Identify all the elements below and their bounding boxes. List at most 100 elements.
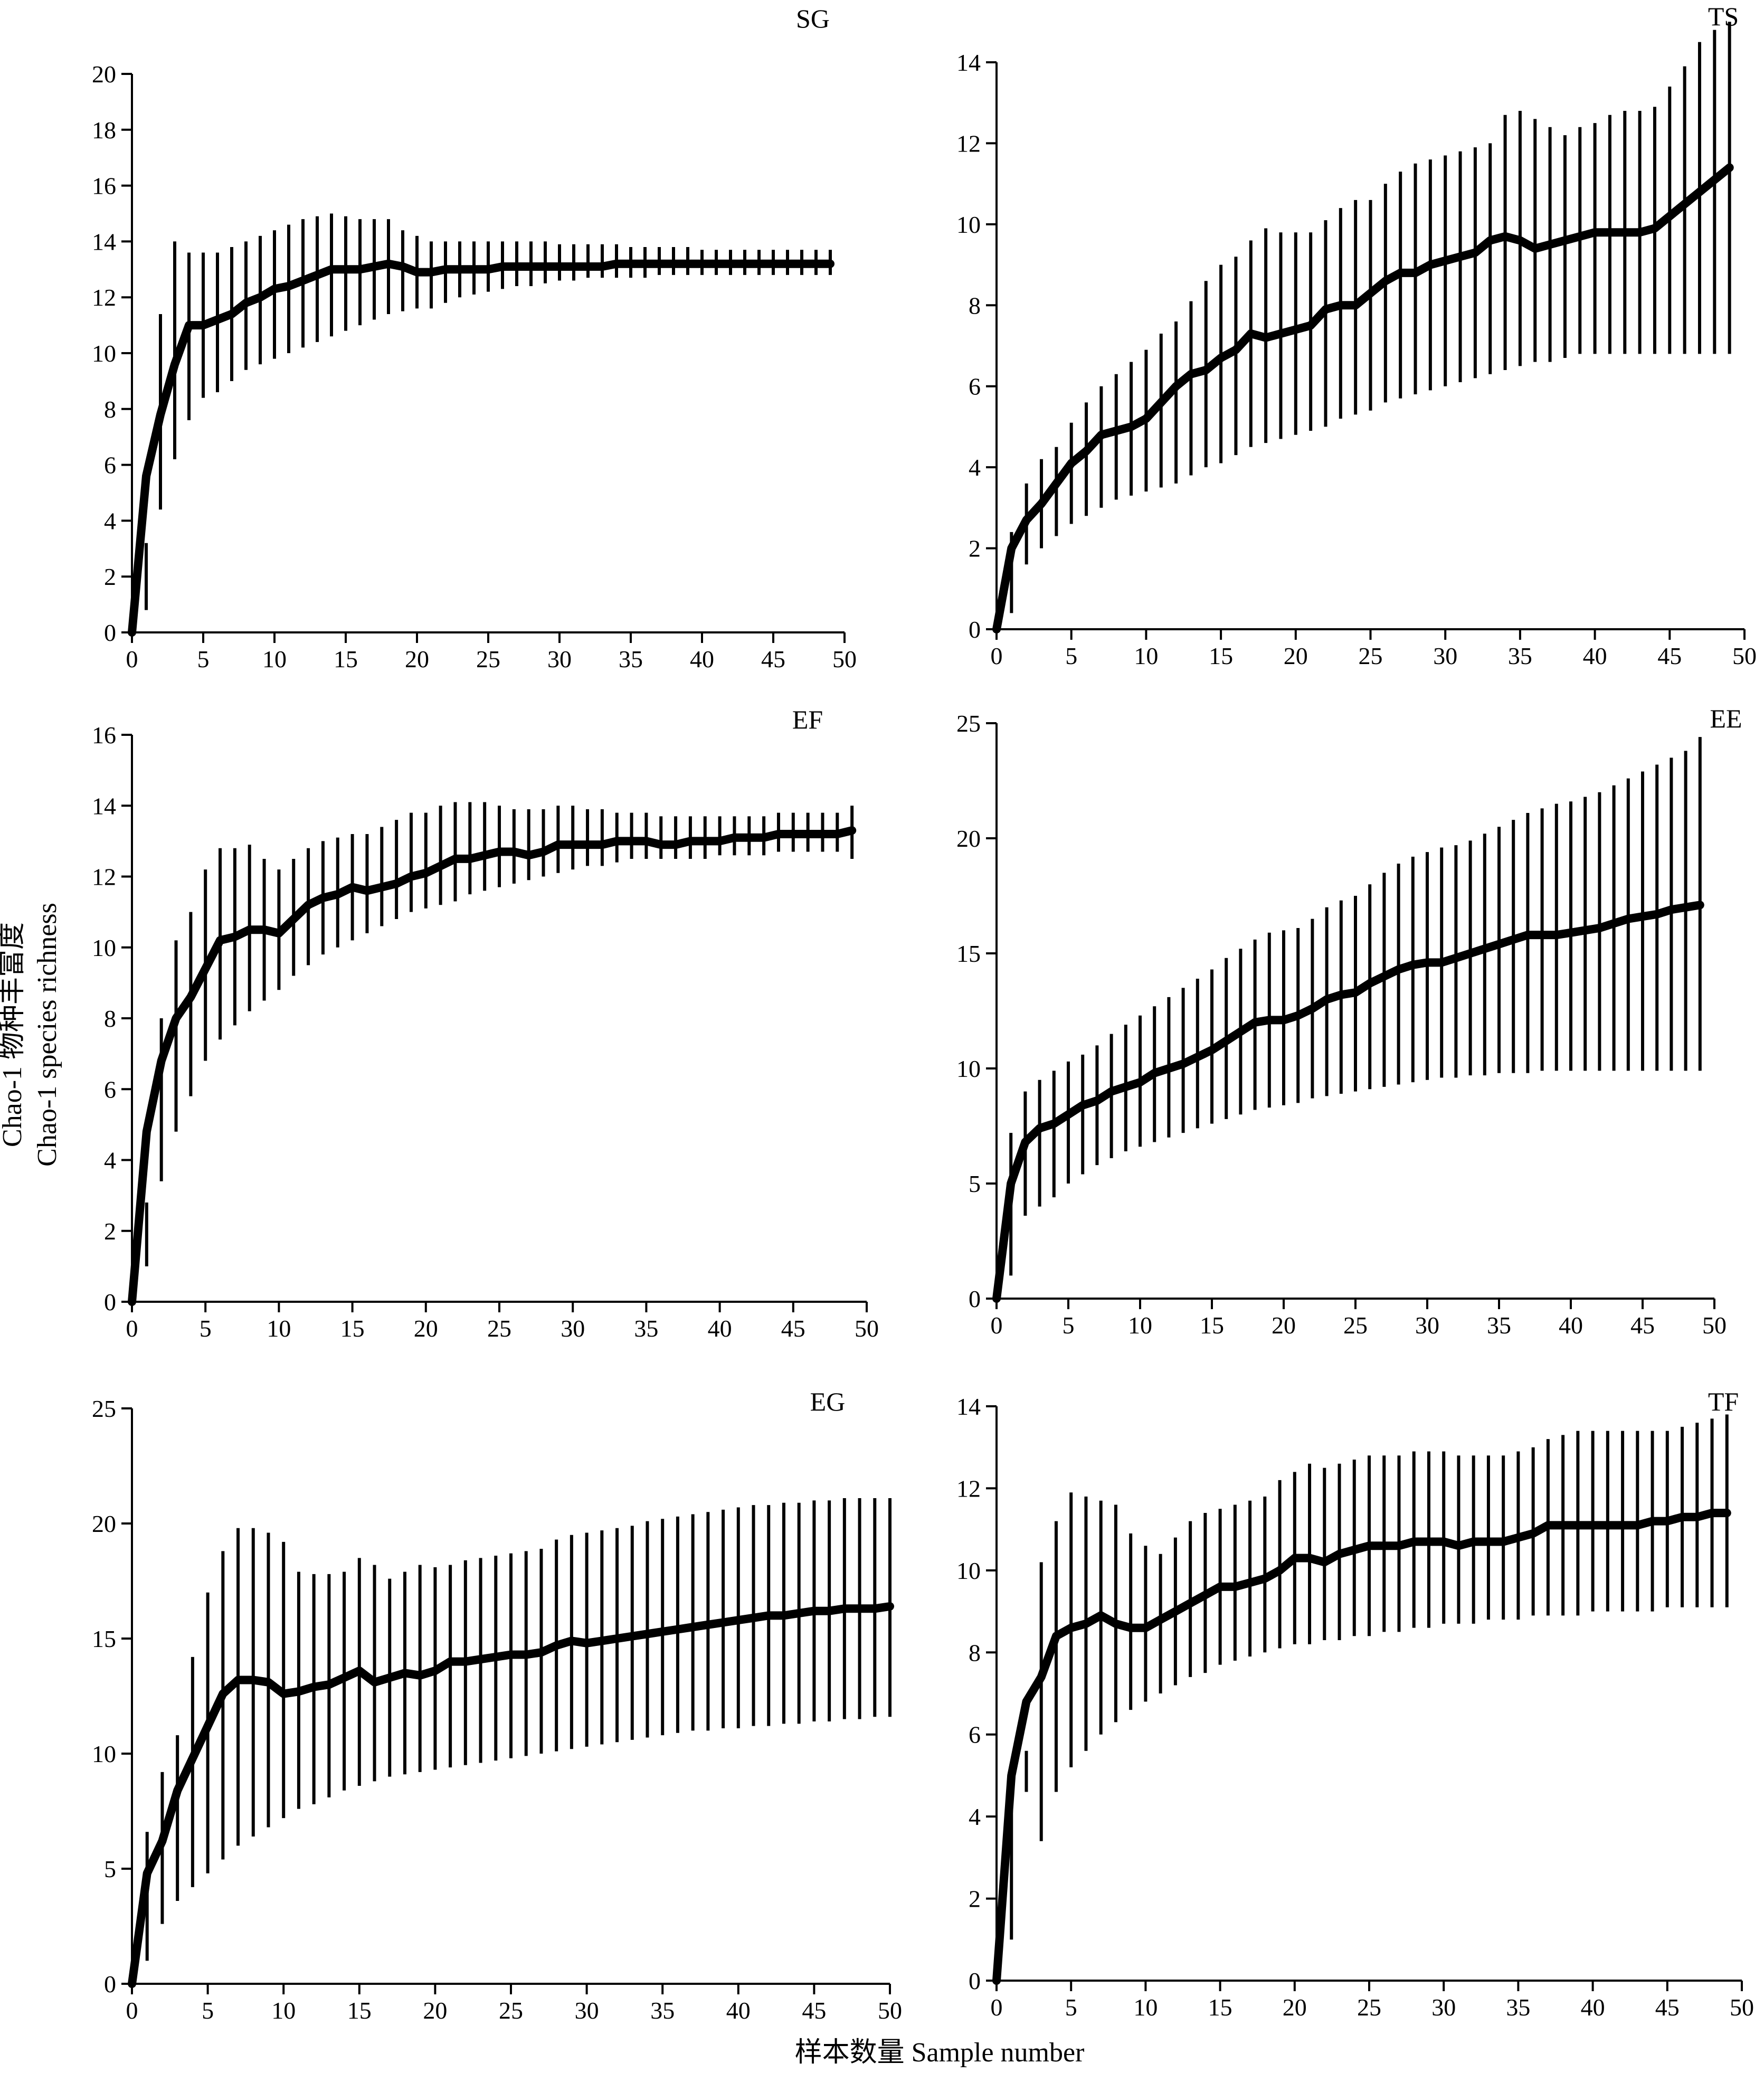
mean-line [128, 259, 834, 637]
y-tick-label: 14 [956, 1393, 981, 1420]
panel-label: EE [1710, 704, 1742, 733]
y-tick-label: 16 [92, 173, 116, 200]
x-tick-label: 45 [1657, 642, 1682, 669]
y-tick-label: 4 [969, 454, 981, 481]
x-tick-label: 10 [267, 1315, 291, 1342]
x-tick-label: 0 [126, 646, 138, 673]
x-tick-label: 25 [1357, 1994, 1381, 2021]
x-tick-label: 50 [832, 646, 857, 673]
x-tick-label: 50 [1730, 1994, 1754, 2021]
y-tick-label: 2 [104, 563, 116, 590]
x-tick-label: 25 [476, 646, 500, 673]
x-tick-label: 20 [1284, 642, 1308, 669]
x-tick-label: 25 [487, 1315, 511, 1342]
y-tick-label: 12 [956, 130, 981, 157]
y-tick-label: 14 [92, 228, 116, 255]
x-tick-label: 0 [126, 1315, 138, 1342]
y-tick-label: 15 [92, 1625, 116, 1652]
x-tick-label: 35 [1508, 642, 1532, 669]
x-tick-label: 5 [1063, 1312, 1075, 1339]
x-tick-label: 15 [334, 646, 358, 673]
x-tick-label: 5 [1065, 642, 1077, 669]
panel-sg: 0 2 4 6 8 10 12 14 16 18 20 0 5 10 15 20 25 30 35 40 45 50 SG [92, 4, 857, 673]
y-tick-label: 12 [92, 284, 116, 311]
mean-line [128, 826, 857, 1306]
x-tick-label: 5 [200, 1315, 212, 1342]
x-tick-label: 50 [855, 1315, 879, 1342]
y-tick-label: 6 [969, 373, 981, 400]
x-tick-label: 35 [619, 646, 643, 673]
y-tick-label: 0 [104, 619, 116, 646]
panel-label: TS [1708, 2, 1739, 31]
x-tick-label: 40 [1583, 642, 1607, 669]
x-tick-label: 10 [1128, 1312, 1152, 1339]
y-tick-label: 20 [956, 825, 981, 852]
y-tick-label: 16 [92, 722, 116, 749]
y-tick-label: 15 [956, 940, 981, 967]
x-tick-label: 10 [262, 646, 287, 673]
x-tick-label: 0 [991, 1312, 1003, 1339]
x-tick-label: 35 [1487, 1312, 1511, 1339]
y-tick-label: 20 [92, 61, 116, 88]
x-tick-label: 0 [126, 1997, 138, 2024]
panel-ts: 0 2 4 6 8 10 12 14 0 5 10 15 20 25 30 35 40 45 50 TS [956, 2, 1757, 669]
x-tick-label: 10 [1134, 642, 1158, 669]
x-tick-label: 50 [1732, 642, 1757, 669]
x-tick-label: 15 [1209, 642, 1233, 669]
x-tick-label: 20 [414, 1315, 438, 1342]
x-tick-label: 35 [1506, 1994, 1530, 2021]
y-tick-label: 0 [969, 1967, 981, 1994]
panel-label: SG [796, 4, 830, 33]
y-tick-label: 10 [956, 211, 981, 238]
mean-line [128, 1602, 894, 1988]
x-tick-label: 30 [1415, 1312, 1439, 1339]
y-tick-label: 6 [104, 1076, 116, 1103]
y-tick-label: 0 [969, 616, 981, 643]
y-tick-label: 14 [92, 792, 116, 819]
x-tick-label: 40 [726, 1997, 751, 2024]
x-tick-label: 15 [1208, 1994, 1232, 2021]
x-tick-label: 15 [1200, 1312, 1224, 1339]
x-tick-label: 20 [1272, 1312, 1296, 1339]
x-tick-label: 5 [202, 1997, 214, 2024]
x-tick-label: 20 [423, 1997, 447, 2024]
mean-line [992, 901, 1704, 1303]
x-tick-label: 35 [650, 1997, 675, 2024]
x-tick-label: 25 [1359, 642, 1383, 669]
y-tick-label: 10 [92, 1740, 116, 1767]
x-tick-label: 40 [708, 1315, 732, 1342]
y-tick-label: 2 [969, 1886, 981, 1913]
panel-label: EG [810, 1387, 846, 1416]
y-tick-label: 4 [104, 1147, 116, 1174]
panel-ee: 0 5 10 15 20 25 0 5 10 15 20 25 30 35 40 45 50 EE [956, 704, 1742, 1339]
y-tick-label: 5 [969, 1170, 981, 1197]
x-tick-label: 40 [1581, 1994, 1605, 2021]
x-tick-label: 15 [347, 1997, 372, 2024]
y-tick-label: 10 [956, 1055, 981, 1082]
y-tick-label: 8 [104, 396, 116, 423]
y-tick-label: 25 [956, 710, 981, 737]
x-tick-label: 40 [690, 646, 714, 673]
panel-eg: 0 5 10 15 20 25 0 5 10 15 20 25 30 35 40 45 50 EG [92, 1387, 902, 2024]
x-axis-title: 样本数量 Sample number [795, 2038, 1085, 2068]
y-tick-label: 10 [92, 934, 116, 961]
panel-ef: 0 2 4 6 8 10 12 14 16 0 5 10 15 20 25 30 35 40 45 50 EF [92, 705, 879, 1342]
x-tick-label: 30 [561, 1315, 585, 1342]
x-tick-label: 35 [634, 1315, 658, 1342]
y-axis-title-english: Chao-1 species richness [32, 903, 62, 1167]
y-tick-label: 18 [92, 117, 116, 144]
y-tick-label: 14 [956, 49, 981, 76]
x-tick-label: 45 [781, 1315, 805, 1342]
y-tick-label: 2 [104, 1218, 116, 1245]
y-axis-title-chinese: Chao-1 物种丰富度 [0, 922, 27, 1147]
x-tick-label: 5 [1065, 1994, 1077, 2021]
y-tick-label: 4 [104, 507, 116, 534]
y-tick-label: 5 [104, 1856, 116, 1882]
x-tick-label: 20 [1283, 1994, 1307, 2021]
y-tick-label: 8 [969, 292, 981, 319]
y-tick-label: 8 [969, 1639, 981, 1666]
x-tick-label: 25 [1343, 1312, 1368, 1339]
x-tick-label: 0 [991, 642, 1003, 669]
